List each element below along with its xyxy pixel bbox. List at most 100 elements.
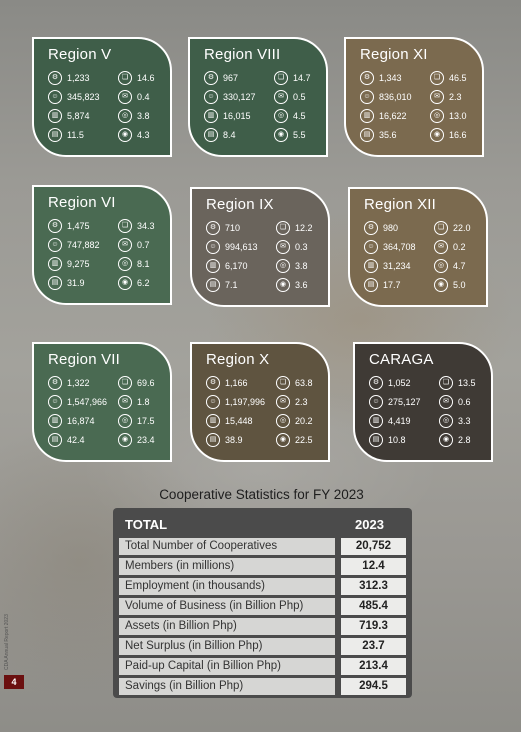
row-value: 485.4 xyxy=(341,598,406,615)
region-card-v: Region V ⚙ 1,233 ❏ 14.6 ☺ 345,823 ✉ 0.4 ▥ 5,8… xyxy=(32,37,172,157)
business-icon: ▤ xyxy=(206,277,220,292)
region-title: Region VIII xyxy=(204,46,281,63)
stat-capital: ◉ 16.6 xyxy=(430,127,486,142)
stat-assets: ✉ 0.6 xyxy=(439,394,495,409)
volume-icon: ❏ xyxy=(118,218,132,233)
stat-employment: ▥ 31,234 xyxy=(364,258,432,273)
row-label: Total Number of Cooperatives xyxy=(119,538,335,555)
stat-members: ☺ 836,010 xyxy=(360,89,428,104)
stat-employment: ▥ 15,448 xyxy=(206,413,274,428)
table-row: Savings (in Billion Php) 294.5 xyxy=(119,678,406,695)
volume-icon: ❏ xyxy=(118,70,132,85)
stat-volume: ❏ 12.2 xyxy=(276,220,332,235)
employment-icon: ▥ xyxy=(206,413,220,428)
table-row: Net Surplus (in Billion Php) 23.7 xyxy=(119,638,406,655)
members-icon: ☺ xyxy=(369,394,383,409)
region-card-x: Region X ⚙ 1,166 ❏ 63.8 ☺ 1,197,996 ✉ 2.3 ▥ 1… xyxy=(190,342,330,462)
assets-icon: ✉ xyxy=(430,89,444,104)
region-title: Region IX xyxy=(206,196,274,213)
region-card-vi: Region VI ⚙ 1,475 ❏ 34.3 ☺ 747,882 ✉ 0.7 ▥ 9,… xyxy=(32,185,172,305)
stat-business: ▤ 42.4 xyxy=(48,432,116,447)
stat-capital: ◉ 3.6 xyxy=(276,277,332,292)
members-icon: ☺ xyxy=(360,89,374,104)
business-icon: ▤ xyxy=(48,127,62,142)
stat-members: ☺ 275,127 xyxy=(369,394,437,409)
stat-business: ▤ 38.9 xyxy=(206,432,274,447)
assets-icon: ✉ xyxy=(434,239,448,254)
region-card-caraga: CARAGA ⚙ 1,052 ❏ 13.5 ☺ 275,127 ✉ 0.6 ▥ 4,419… xyxy=(353,342,493,462)
capital-icon: ◉ xyxy=(274,127,288,142)
surplus-icon: ◎ xyxy=(118,108,132,123)
region-stats: ⚙ 1,475 ❏ 34.3 ☺ 747,882 ✉ 0.7 ▥ 9,275 ◎ 8.1 ▤… xyxy=(48,218,162,290)
stat-volume: ❏ 69.6 xyxy=(118,375,174,390)
capital-icon: ◉ xyxy=(439,432,453,447)
members-icon: ☺ xyxy=(48,89,62,104)
employment-icon: ▥ xyxy=(369,413,383,428)
table-row: Total Number of Cooperatives 20,752 xyxy=(119,538,406,555)
cooperatives-icon: ⚙ xyxy=(48,70,62,85)
region-title: Region X xyxy=(206,351,270,368)
capital-icon: ◉ xyxy=(434,277,448,292)
region-title: Region XI xyxy=(360,46,428,63)
capital-icon: ◉ xyxy=(276,277,290,292)
stat-capital: ◉ 4.3 xyxy=(118,127,174,142)
business-icon: ▤ xyxy=(360,127,374,142)
stat-members: ☺ 994,613 xyxy=(206,239,274,254)
stat-assets: ✉ 0.3 xyxy=(276,239,332,254)
region-title: Region XII xyxy=(364,196,437,213)
stat-capital: ◉ 5.5 xyxy=(274,127,330,142)
row-label: Members (in millions) xyxy=(119,558,335,575)
cooperatives-icon: ⚙ xyxy=(204,70,218,85)
side-text: CDA Annual Report 2023 xyxy=(4,614,10,670)
region-stats: ⚙ 1,343 ❏ 46.5 ☺ 836,010 ✉ 2.3 ▥ 16,622 ◎ 13.0… xyxy=(360,70,474,142)
cooperatives-icon: ⚙ xyxy=(364,220,378,235)
volume-icon: ❏ xyxy=(430,70,444,85)
row-value: 213.4 xyxy=(341,658,406,675)
cooperatives-icon: ⚙ xyxy=(369,375,383,390)
cooperatives-icon: ⚙ xyxy=(48,218,62,233)
row-label: Paid-up Capital (in Billion Php) xyxy=(119,658,335,675)
stat-employment: ▥ 4,419 xyxy=(369,413,437,428)
stat-cooperatives: ⚙ 710 xyxy=(206,220,274,235)
table-row: Paid-up Capital (in Billion Php) 213.4 xyxy=(119,658,406,675)
business-icon: ▤ xyxy=(48,275,62,290)
employment-icon: ▥ xyxy=(204,108,218,123)
employment-icon: ▥ xyxy=(48,108,62,123)
stat-volume: ❏ 34.3 xyxy=(118,218,174,233)
region-title: CARAGA xyxy=(369,351,434,368)
surplus-icon: ◎ xyxy=(118,413,132,428)
region-stats: ⚙ 1,166 ❏ 63.8 ☺ 1,197,996 ✉ 2.3 ▥ 15,448 ◎ 20… xyxy=(206,375,320,447)
stat-members: ☺ 330,127 xyxy=(204,89,272,104)
members-icon: ☺ xyxy=(48,394,62,409)
volume-icon: ❏ xyxy=(276,220,290,235)
cooperatives-icon: ⚙ xyxy=(360,70,374,85)
stat-employment: ▥ 5,874 xyxy=(48,108,116,123)
stat-volume: ❏ 13.5 xyxy=(439,375,495,390)
employment-icon: ▥ xyxy=(360,108,374,123)
surplus-icon: ◎ xyxy=(276,413,290,428)
surplus-icon: ◎ xyxy=(274,108,288,123)
row-value: 719.3 xyxy=(341,618,406,635)
surplus-icon: ◎ xyxy=(276,258,290,273)
volume-icon: ❏ xyxy=(274,70,288,85)
stat-capital: ◉ 6.2 xyxy=(118,275,174,290)
stat-cooperatives: ⚙ 1,322 xyxy=(48,375,116,390)
members-icon: ☺ xyxy=(364,239,378,254)
employment-icon: ▥ xyxy=(364,258,378,273)
surplus-icon: ◎ xyxy=(439,413,453,428)
cooperatives-icon: ⚙ xyxy=(48,375,62,390)
assets-icon: ✉ xyxy=(439,394,453,409)
members-icon: ☺ xyxy=(204,89,218,104)
stat-capital: ◉ 22.5 xyxy=(276,432,332,447)
stat-cooperatives: ⚙ 1,233 xyxy=(48,70,116,85)
stat-surplus: ◎ 4.5 xyxy=(274,108,330,123)
stat-cooperatives: ⚙ 1,343 xyxy=(360,70,428,85)
stat-volume: ❏ 14.7 xyxy=(274,70,330,85)
business-icon: ▤ xyxy=(48,432,62,447)
region-card-ix: Region IX ⚙ 710 ❏ 12.2 ☺ 994,613 ✉ 0.3 ▥ 6,17… xyxy=(190,187,330,307)
region-title: Region VI xyxy=(48,194,116,211)
assets-icon: ✉ xyxy=(274,89,288,104)
volume-icon: ❏ xyxy=(434,220,448,235)
table-header: TOTAL 2023 xyxy=(119,513,406,535)
capital-icon: ◉ xyxy=(118,275,132,290)
